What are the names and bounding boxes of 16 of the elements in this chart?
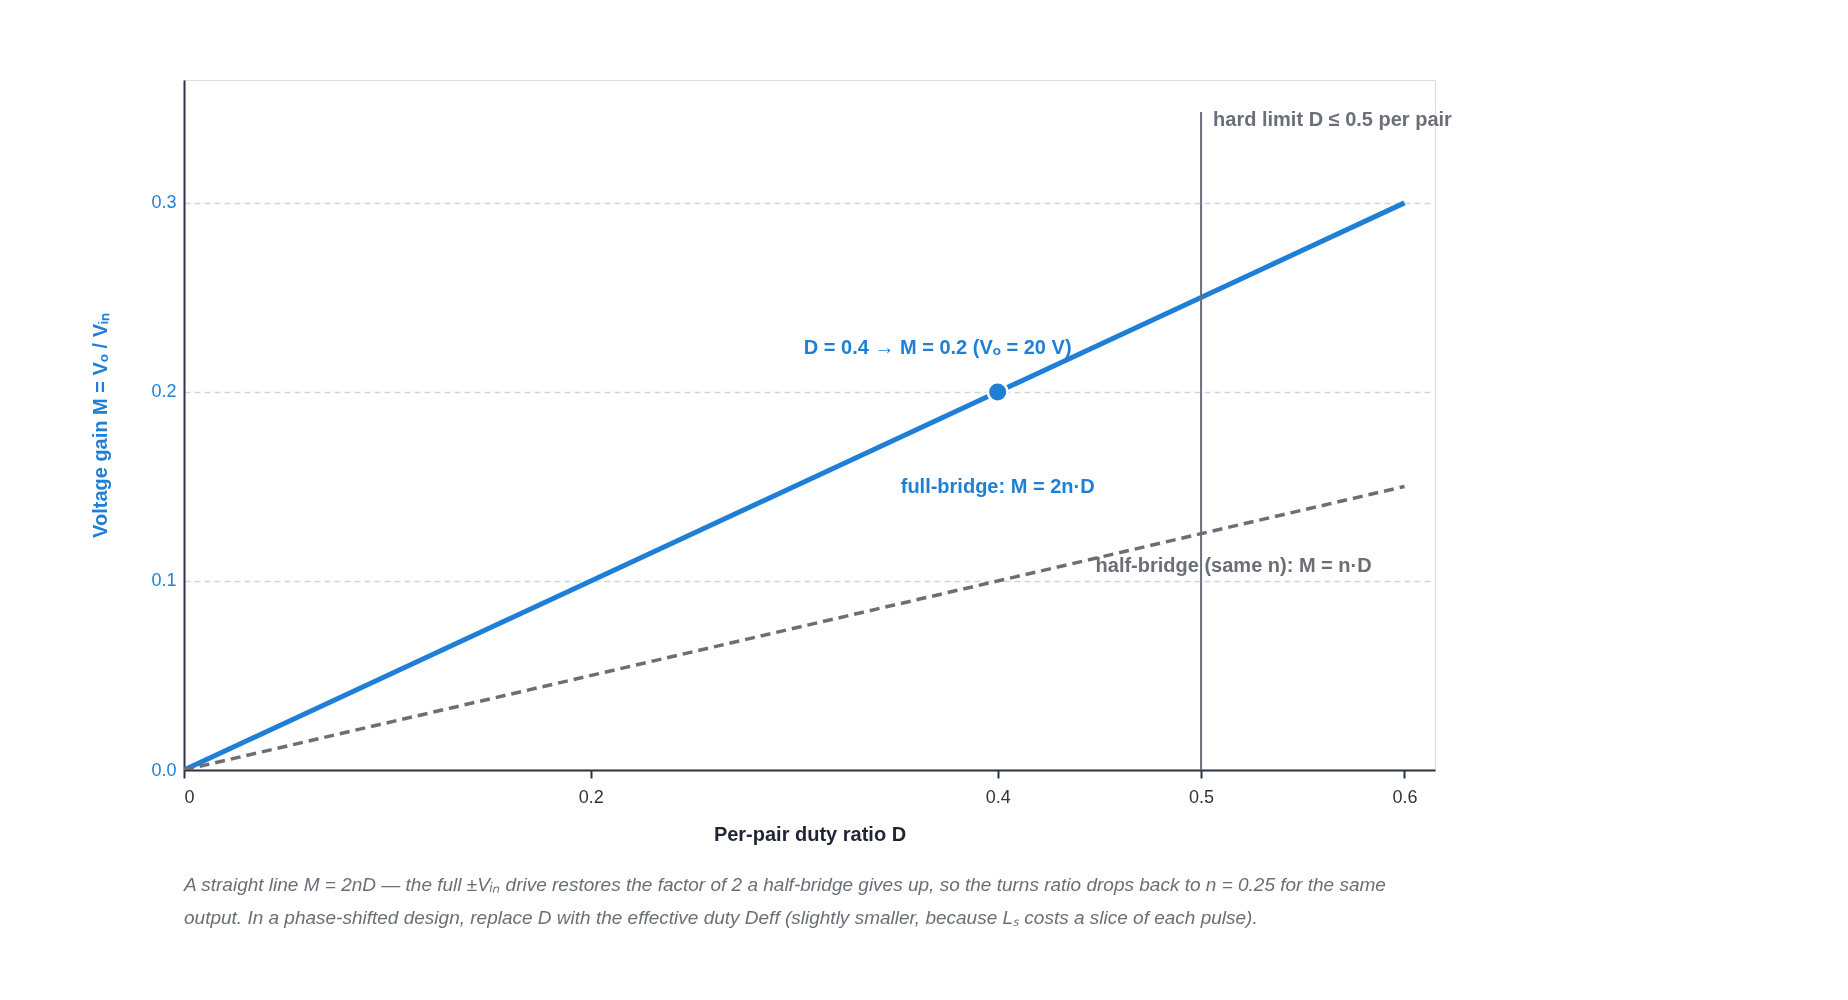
y-tick-label: 0.0 [151, 759, 177, 780]
y-tick-label: 0.2 [151, 381, 177, 402]
x-tick-label: 0.2 [578, 786, 604, 807]
x-tick-label: 0 [184, 786, 195, 807]
x-tick-label: 0.4 [985, 786, 1011, 807]
x-tick-label: 0.5 [1189, 786, 1215, 807]
x-tick-label: 0.6 [1392, 786, 1418, 807]
text: A straight line M = 2nD — the full ±Vᵢₙ drive restores the factor of 2 a half-bridge gives up, so the turns ratio drops back to n = 0.25 for the same output. In a phase-shifted design, replace D with the effective duty Deff (slightly smaller, because Lₛ costs a slice of each pulse). [183, 874, 1386, 928]
annotation: D = 0.4 → M = 0.2 (Vₒ = 20 V) [803, 335, 1072, 358]
series-label: half-bridge (same n): M = n·D [1095, 554, 1372, 577]
series-label: full-bridge: M = 2n·D [900, 474, 1095, 497]
y-tick-label: 0.1 [151, 570, 177, 591]
y-tick-label: 0.3 [151, 192, 177, 213]
ref-line-label: hard limit D ≤ 0.5 per pair [1213, 108, 1453, 130]
x-axis-title: Per-pair duty ratio D [713, 822, 907, 845]
y-axis-title: Voltage gain M = Vₒ / Vᵢₙ [89, 313, 112, 538]
